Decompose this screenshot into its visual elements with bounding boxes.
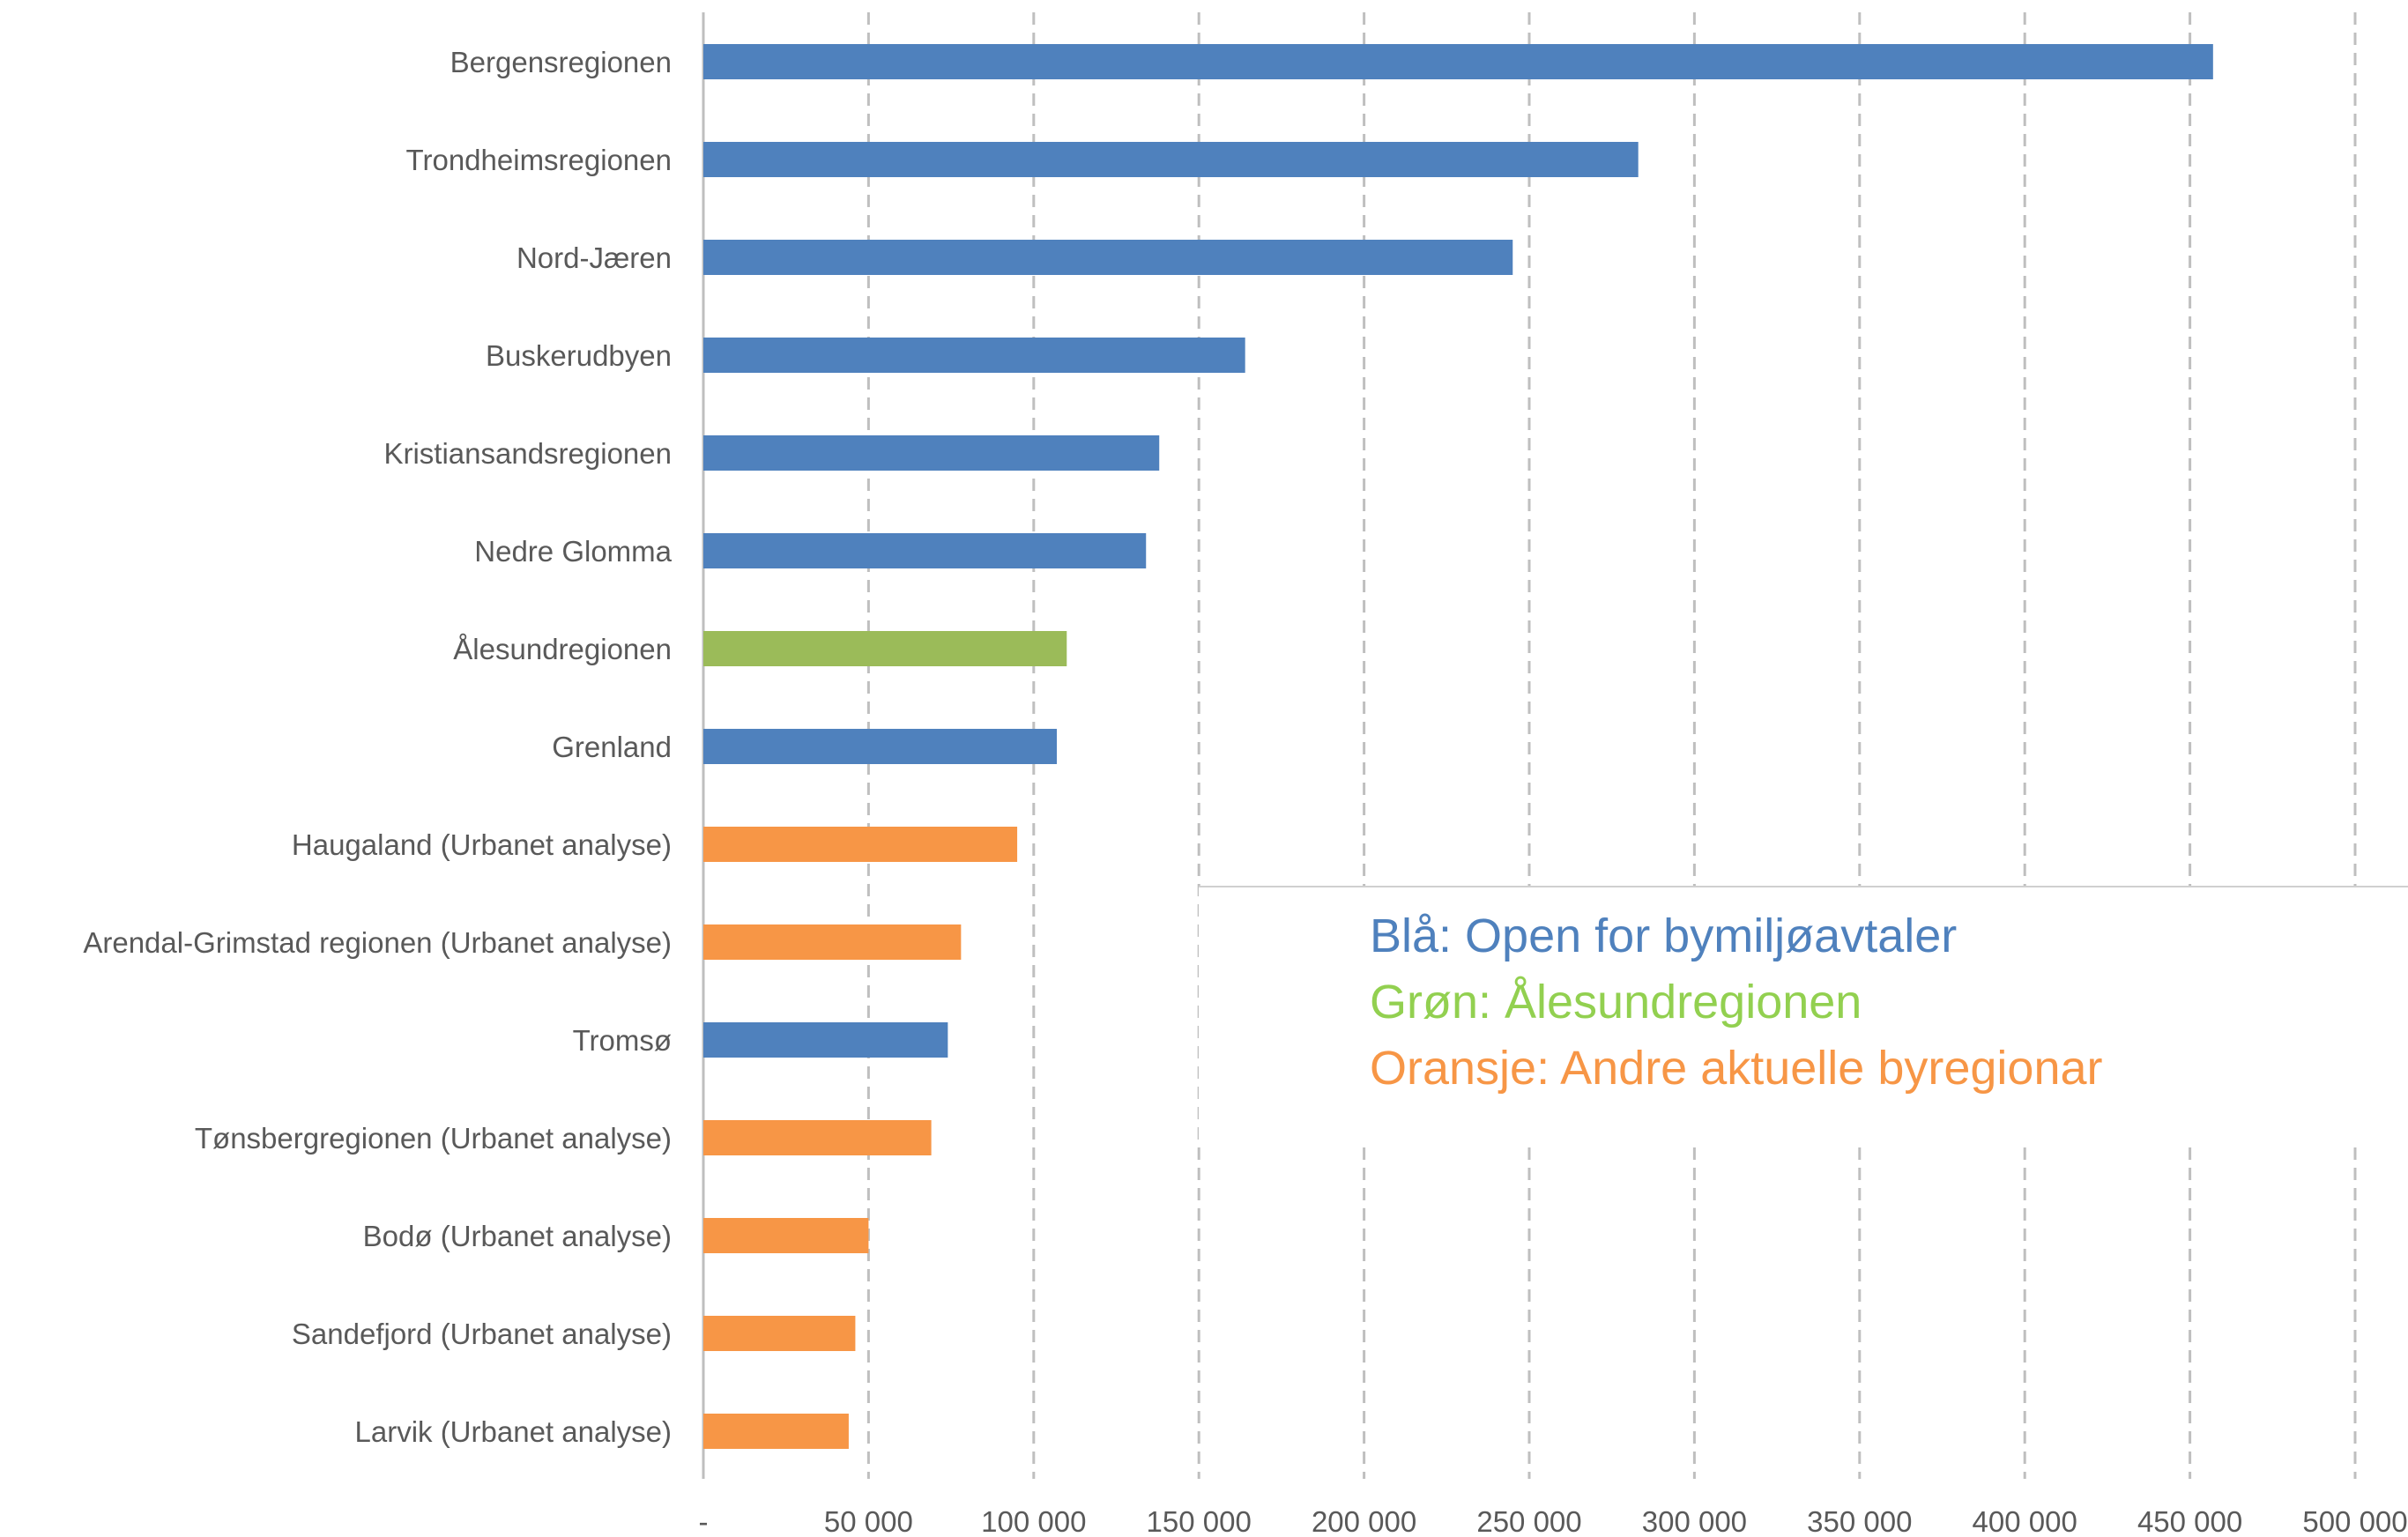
category-label: Haugaland (Urbanet analyse) bbox=[292, 828, 672, 861]
bar bbox=[703, 142, 1639, 177]
bar bbox=[703, 827, 1018, 862]
bar bbox=[703, 924, 962, 960]
x-tick-label: 300 000 bbox=[1642, 1505, 1747, 1537]
x-tick-label: 200 000 bbox=[1312, 1505, 1416, 1537]
category-label: Arendal-Grimstad regionen (Urbanet analy… bbox=[83, 926, 672, 959]
bar bbox=[703, 729, 1058, 764]
x-tick-label: 500 000 bbox=[2302, 1505, 2407, 1537]
x-tick-label: 350 000 bbox=[1807, 1505, 1912, 1537]
note-line-orange: Oransje: Andre aktuelle byregionar bbox=[1370, 1042, 2103, 1095]
bar bbox=[703, 1316, 856, 1351]
x-tick-label: 100 000 bbox=[981, 1505, 1086, 1537]
x-tick-label: 250 000 bbox=[1476, 1505, 1581, 1537]
bar bbox=[703, 44, 2213, 79]
category-label: Bergensregionen bbox=[450, 46, 672, 78]
category-label: Tromsø bbox=[573, 1024, 672, 1057]
bar bbox=[703, 435, 1160, 471]
note-line-blue: Blå: Open for bymiljøavtaler bbox=[1370, 910, 1957, 962]
bar bbox=[703, 1120, 932, 1155]
category-label: Larvik (Urbanet analyse) bbox=[355, 1415, 673, 1448]
x-tick-label: 450 000 bbox=[2137, 1505, 2242, 1537]
category-label: Bodø (Urbanet analyse) bbox=[363, 1220, 672, 1252]
bar bbox=[703, 1414, 849, 1449]
bar bbox=[703, 631, 1067, 666]
bar bbox=[703, 240, 1513, 275]
note-line-green: Grøn: Ålesundregionen bbox=[1370, 976, 1862, 1028]
x-tick-label: 50 000 bbox=[824, 1505, 913, 1537]
category-label: Buskerudbyen bbox=[486, 339, 672, 372]
x-tick-labels: - 50 000 100 000 150 000 200 000 250 000 300 0… bbox=[699, 1505, 2408, 1537]
category-label: Ålesundregionen bbox=[453, 633, 672, 665]
bar bbox=[703, 1218, 869, 1253]
bar bbox=[703, 1022, 948, 1058]
category-label: Nord-Jæren bbox=[517, 241, 672, 274]
bars bbox=[703, 44, 2213, 1449]
category-label: Sandefjord (Urbanet analyse) bbox=[292, 1318, 672, 1350]
grid-lines bbox=[866, 12, 2357, 1479]
category-label: Grenland bbox=[552, 731, 672, 763]
x-tick-label: 400 000 bbox=[1973, 1505, 2077, 1537]
category-label: Kristiansandsregionen bbox=[383, 437, 672, 470]
legend-note-box bbox=[1199, 887, 2408, 1142]
category-labels: Bergensregionen Trondheimsregionen Nord-Jæ… bbox=[83, 46, 672, 1448]
x-tick-label: - bbox=[699, 1505, 709, 1537]
legend-note: Blå: Open for bymiljøavtaler Grøn: Ålesu… bbox=[1199, 886, 2408, 1142]
bar bbox=[703, 533, 1147, 568]
bar bbox=[703, 338, 1245, 373]
category-label: Trondheimsregionen bbox=[406, 144, 672, 176]
category-label: Tønsbergregionen (Urbanet analyse) bbox=[195, 1122, 672, 1155]
category-label: Nedre Glomma bbox=[474, 535, 672, 568]
x-tick-label: 150 000 bbox=[1147, 1505, 1252, 1537]
